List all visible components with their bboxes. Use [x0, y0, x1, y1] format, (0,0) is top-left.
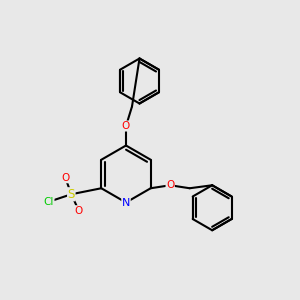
Text: O: O — [122, 121, 130, 131]
Text: N: N — [122, 197, 130, 208]
Text: O: O — [75, 206, 83, 216]
Text: Cl: Cl — [44, 197, 54, 207]
Text: S: S — [68, 188, 75, 201]
Text: O: O — [61, 173, 69, 183]
Text: O: O — [166, 180, 174, 190]
